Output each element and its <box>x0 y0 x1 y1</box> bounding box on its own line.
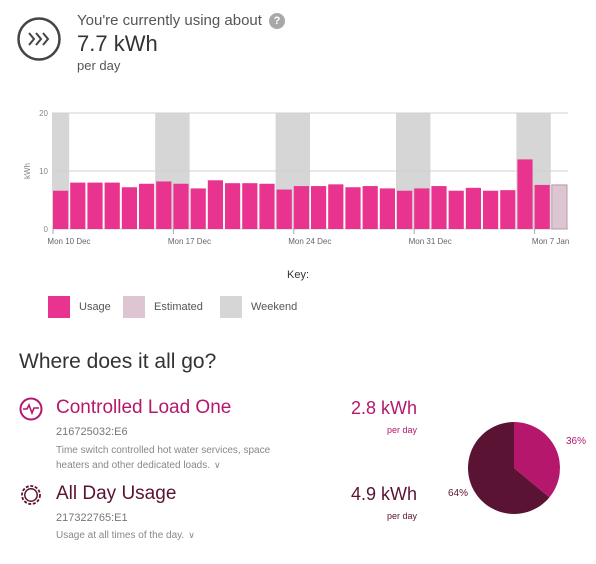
chevron-down-icon[interactable]: ∨ <box>188 530 195 540</box>
usage-bar <box>397 190 413 229</box>
usage-bar <box>448 190 464 229</box>
key-weekend: Weekend <box>220 296 297 318</box>
usage-bar <box>242 183 258 229</box>
key-title: Key: <box>286 269 309 281</box>
y-axis-label: kWh <box>23 163 32 179</box>
x-tick-label: Mon 10 Dec <box>47 237 90 246</box>
usage-bar <box>104 182 120 229</box>
chevron-down-icon[interactable]: ∨ <box>214 460 221 470</box>
all-day-desc: Usage at all times of the day. ∨ <box>56 528 195 543</box>
pie-slice-all-day <box>468 422 550 514</box>
estimated-bar <box>551 184 568 230</box>
all-day-desc-text: Usage at all times of the day. <box>56 530 185 541</box>
usage-bar <box>190 188 206 229</box>
y-tick-label: 10 <box>39 167 48 176</box>
key-usage: Usage <box>48 296 111 318</box>
key-estimated-label: Estimated <box>154 301 203 313</box>
controlled-load-desc: Time switch controlled hot water service… <box>56 443 270 473</box>
usage-bar <box>53 190 69 229</box>
usage-bar <box>431 186 447 229</box>
usage-bar <box>534 184 550 229</box>
key-estimated: Estimated <box>123 296 203 318</box>
usage-bar <box>414 188 430 229</box>
usage-bar <box>362 186 378 229</box>
all-day-value: 4.9 kWh <box>350 484 417 504</box>
usage-bar <box>139 183 155 229</box>
key-weekend-label: Weekend <box>251 301 298 313</box>
controlled-load-value: 2.8 kWh <box>350 398 417 418</box>
key-usage-label: Usage <box>79 301 111 313</box>
usage-bar <box>345 187 361 229</box>
pie-slice-controlled-load <box>514 422 560 498</box>
usage-bar <box>121 187 137 229</box>
usage-bar <box>379 188 395 229</box>
usage-bar <box>259 183 275 229</box>
weekend-swatch <box>220 296 242 318</box>
estimated-swatch <box>123 296 145 318</box>
pulse-icon <box>19 397 43 421</box>
usage-intro-text: You're currently using about <box>77 12 262 29</box>
usage-bar <box>311 186 327 229</box>
usage-bar <box>156 181 172 229</box>
usage-split-pie-chart: 36% 64% <box>448 422 586 514</box>
all-day-gear-icon <box>19 483 41 505</box>
all-day-name[interactable]: All Day Usage <box>56 483 177 504</box>
usage-bar <box>517 159 533 229</box>
all-day-per: per day <box>386 511 417 521</box>
usage-bar <box>483 190 499 229</box>
x-tick-label: Mon 17 Dec <box>168 237 211 246</box>
usage-swatch <box>48 296 70 318</box>
usage-bar <box>173 183 189 229</box>
pie-label-all-day: 64% <box>448 488 468 499</box>
usage-bar <box>328 184 344 229</box>
controlled-load-desc-line1: Time switch controlled hot water service… <box>56 445 271 456</box>
daily-usage-value: 7.7 kWh <box>77 31 158 56</box>
controlled-load-desc-line2: heaters and other dedicated loads. <box>56 460 210 471</box>
daily-usage-unit: per day <box>77 58 121 73</box>
x-tick-label: Mon 7 Jan <box>532 237 569 246</box>
usage-intro: You're currently using about ? <box>77 12 285 29</box>
usage-bar <box>70 182 86 229</box>
y-tick-label: 0 <box>44 225 49 234</box>
usage-bar <box>225 183 241 229</box>
x-tick-label: Mon 24 Dec <box>288 237 331 246</box>
usage-arrows-icon <box>17 17 61 61</box>
usage-bar <box>500 190 516 229</box>
section-title: Where does it all go? <box>19 350 217 373</box>
controlled-load-per: per day <box>386 425 417 435</box>
usage-bar-chart: 0 10 20 kWh Mon 10 Dec Mon 17 Dec Mon 24 Dec Mo… <box>23 109 569 246</box>
usage-bar <box>465 187 481 229</box>
usage-bar <box>207 180 223 229</box>
pie-label-controlled-load: 36% <box>566 436 586 447</box>
usage-bar <box>276 189 292 229</box>
all-day-id: 217322765:E1 <box>56 512 128 524</box>
y-tick-label: 20 <box>39 109 48 118</box>
usage-bar <box>293 186 309 229</box>
help-icon[interactable]: ? <box>268 12 285 29</box>
controlled-load-id: 216725032:E6 <box>56 426 128 438</box>
x-tick-label: Mon 31 Dec <box>409 237 452 246</box>
controlled-load-name[interactable]: Controlled Load One <box>56 397 232 418</box>
usage-bar <box>87 182 103 229</box>
